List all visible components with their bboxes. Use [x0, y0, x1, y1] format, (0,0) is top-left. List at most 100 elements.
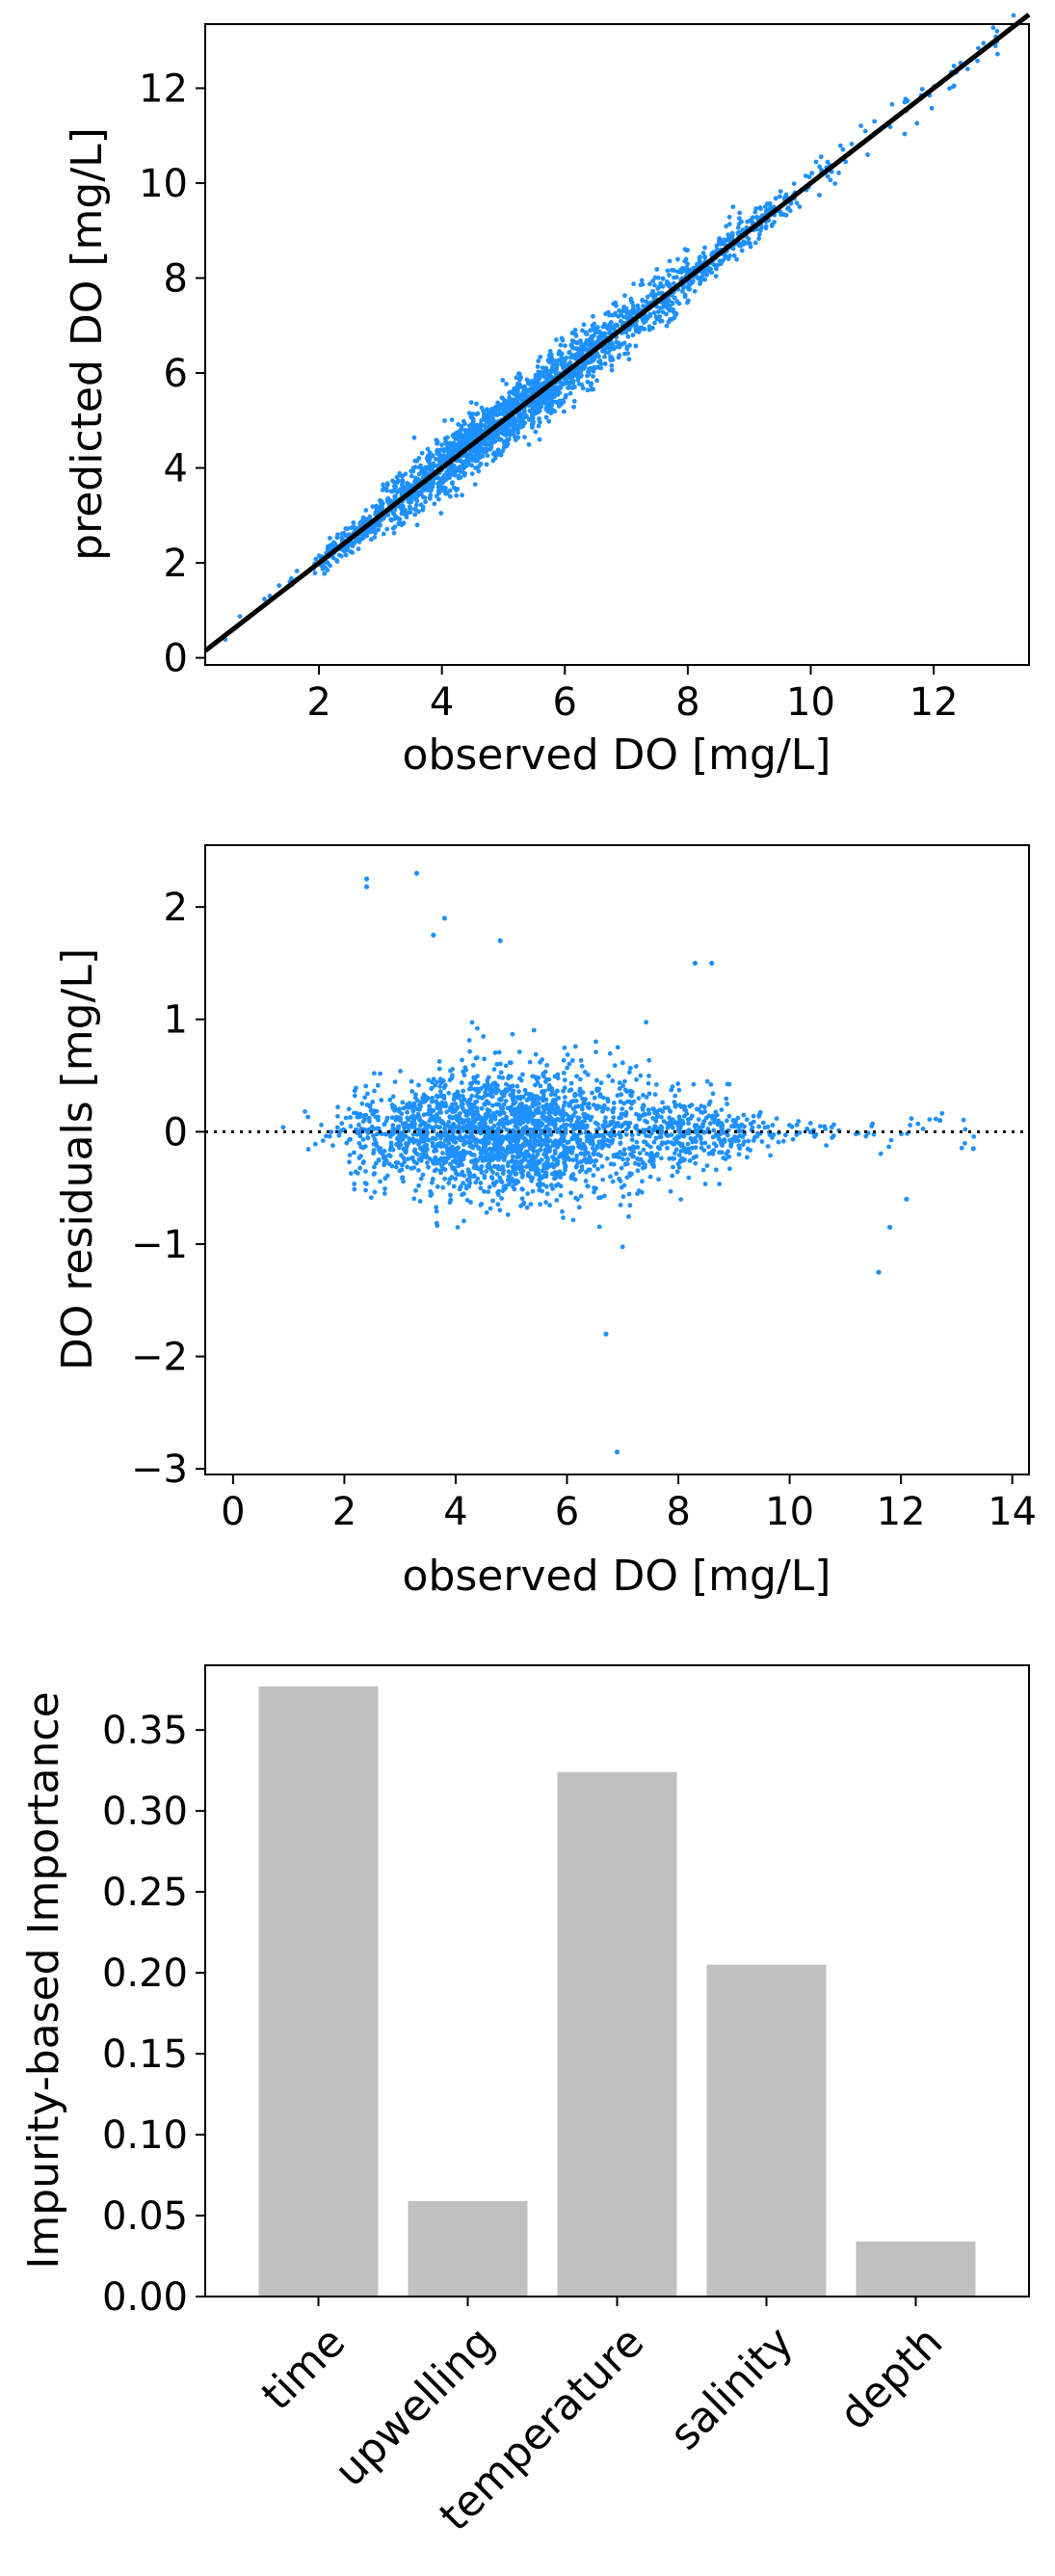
p2-data-point: [628, 1066, 633, 1071]
p2-data-point: [534, 1120, 540, 1125]
p1-data-point: [586, 359, 592, 364]
p2-data-point: [612, 1063, 618, 1069]
p2-data-point: [573, 1126, 579, 1131]
p1-data-point: [559, 355, 565, 360]
p1-data-point: [491, 432, 497, 438]
p2-data-point: [468, 1200, 473, 1205]
p2-data-point: [441, 1160, 447, 1165]
p2-data-point: [519, 1196, 525, 1202]
p2-data-point: [685, 1141, 691, 1147]
p2-data-point: [609, 1140, 615, 1146]
p1-data-point: [277, 583, 282, 589]
p1-data-point: [294, 569, 300, 573]
p2-data-point: [496, 1111, 502, 1116]
p1-data-point: [700, 251, 706, 255]
p1-data-point: [538, 355, 543, 359]
p2-data-point: [654, 1082, 659, 1087]
p2-data-point: [329, 1129, 334, 1134]
p2-data-point: [505, 1163, 511, 1168]
p1-data-point: [666, 298, 672, 304]
p1-data-point: [794, 200, 800, 206]
p2-data-point: [611, 1101, 617, 1105]
p2-data-point: [638, 1073, 644, 1078]
p2-data-point: [503, 1099, 509, 1103]
p1-data-point: [626, 357, 632, 362]
p2-data-point: [363, 1169, 368, 1174]
p2-data-point: [963, 1127, 968, 1132]
p2-data-point: [650, 1106, 656, 1111]
p2-data-point: [487, 1184, 492, 1190]
p2-data-point: [451, 1097, 457, 1102]
p2-data-point: [320, 1138, 326, 1143]
p1-data-point: [748, 244, 753, 250]
p1-data-point: [516, 371, 521, 377]
p1-data-point: [825, 159, 831, 165]
p2-data-point: [451, 1183, 457, 1189]
p2-data-point: [409, 1078, 414, 1084]
p1-data-point: [614, 339, 620, 345]
p2-data-point: [561, 1215, 566, 1220]
p2-data-point: [416, 1131, 422, 1137]
p2-data-point: [375, 1082, 381, 1088]
p2-data-point: [373, 1140, 379, 1146]
p2-data-point: [770, 1123, 776, 1128]
p1-data-point: [630, 304, 636, 308]
p1-data-point: [667, 258, 673, 264]
p1-data-point: [331, 540, 336, 545]
p1-data-point: [726, 222, 732, 227]
p1-data-point: [552, 409, 558, 414]
p1-data-point: [356, 539, 362, 544]
p2-data-point: [682, 1156, 687, 1162]
p2-data-point: [489, 1094, 495, 1100]
p2-data-point: [460, 1192, 464, 1198]
p2-data-point: [360, 1119, 366, 1125]
p2-data-point: [510, 1154, 515, 1159]
p2-data-point: [576, 1144, 581, 1149]
p1-data-point: [574, 346, 580, 352]
p1-data-point: [486, 410, 491, 415]
p1-data-point: [420, 466, 425, 471]
p2-data-point: [434, 1124, 438, 1129]
p2-data-point: [617, 1080, 622, 1085]
p2-data-point: [405, 1164, 409, 1170]
p1-data-point: [413, 502, 419, 508]
p2-data-point: [400, 1175, 406, 1181]
p2-data-point: [644, 1020, 648, 1025]
p2-data-point: [434, 1208, 439, 1214]
p1-data-point: [414, 493, 420, 499]
p2-data-point: [620, 1156, 625, 1162]
p2-data-point: [417, 1102, 422, 1107]
p2-data-point: [478, 1203, 484, 1208]
p2-data-point: [735, 1115, 741, 1121]
p2-data-point: [573, 1103, 579, 1109]
p2-data-point: [370, 1100, 376, 1104]
p1-data-point: [724, 224, 729, 229]
p2-data-point: [417, 1155, 423, 1161]
p2-data-point: [459, 1080, 464, 1085]
p2-data-point: [540, 1114, 545, 1120]
p1-data-point: [597, 330, 603, 335]
p2-data-point: [562, 1100, 567, 1105]
p1-data-point: [433, 456, 438, 462]
p2-data-point: [413, 1188, 418, 1193]
p1-data-point: [460, 492, 464, 498]
p2-data-point: [725, 1118, 729, 1124]
p2-data-point: [441, 1096, 447, 1102]
p2-data-point: [450, 1130, 456, 1136]
p2-data-point: [362, 1144, 368, 1149]
p2-data-point: [497, 1208, 503, 1213]
p2-data-point: [389, 1102, 395, 1107]
p2-data-point: [790, 1136, 796, 1142]
p1-data-point: [434, 493, 439, 499]
p1-data-point: [471, 418, 476, 423]
p1-data-point: [510, 427, 515, 433]
p1-data-point: [412, 458, 418, 464]
p2-data-point: [483, 1112, 488, 1117]
p2-data-point: [495, 1088, 501, 1093]
p1-data-point: [473, 450, 479, 456]
p1-data-point: [410, 468, 416, 474]
p1-data-point: [645, 294, 650, 300]
p2-data-point: [676, 1114, 682, 1120]
p1-data-point: [442, 447, 448, 453]
